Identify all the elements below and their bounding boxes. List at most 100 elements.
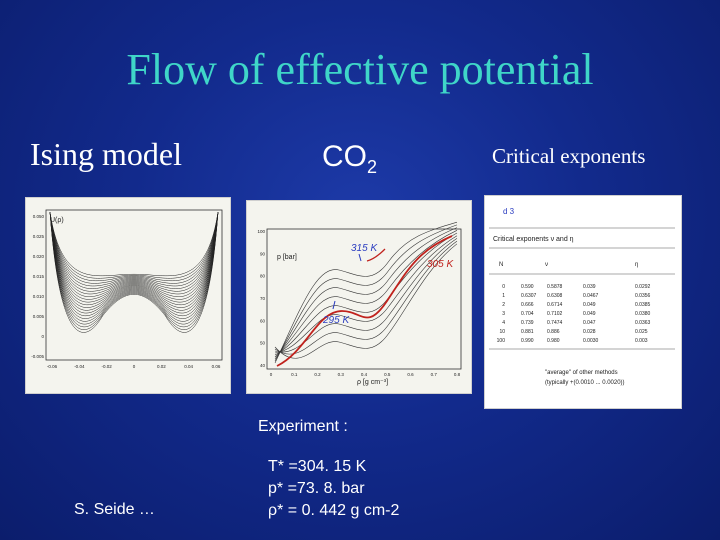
co2-isotherm <box>274 243 458 359</box>
ising-plot: U(ρ) 0.0500.0250.0200.0150.0100.0050-0.0… <box>31 209 223 369</box>
table-cell: 0.590 <box>521 284 534 290</box>
table-cell: 0.704 <box>521 311 534 317</box>
table-cell: 0.0467 <box>583 293 599 299</box>
co2-curves <box>274 221 458 364</box>
annotation-295k: 295 K <box>322 315 350 326</box>
table-cell: 0.666 <box>521 302 534 308</box>
table-cell: 0.0380 <box>635 311 651 317</box>
co2-isotherm <box>274 240 458 355</box>
table-footnote-2: (typically +(0.0010 ... 0.0020)) <box>545 380 625 386</box>
co2-isotherm <box>274 235 458 354</box>
co2-plot-frame <box>266 228 462 370</box>
co2-x-axis-label: ρ [g cm⁻³] <box>357 379 388 386</box>
co2-y-tick: 60 <box>260 318 266 323</box>
ising-potential-curve <box>49 211 219 322</box>
table-cell: 0.0030 <box>583 338 599 344</box>
co2-isotherm <box>274 238 458 353</box>
ising-potential-curve <box>49 211 219 284</box>
ising-potential-curve <box>49 211 219 333</box>
ising-y-tick: 0.025 <box>33 234 45 239</box>
ising-x-tick: 0.06 <box>212 364 221 369</box>
co2-x-tick: 0.4 <box>361 372 368 377</box>
co2-x-tick: 0.6 <box>407 372 414 377</box>
ising-y-tick: -0.005 <box>31 354 44 359</box>
co2-x-tick: 0.2 <box>314 372 321 377</box>
table-body: 0 0.590 0.5878 0.039 0.0292 1 0.6307 0.6308 0.04… <box>497 284 651 344</box>
ising-x-tick: -0.02 <box>102 364 113 369</box>
table-cell: 0.990 <box>521 338 534 344</box>
table-cell: 0.028 <box>583 329 596 335</box>
co2-y-tick: 90 <box>260 251 266 256</box>
table-cell: 0.003 <box>635 338 648 344</box>
ising-potential-curve <box>49 211 219 308</box>
co2-x-tick: 0.3 <box>338 372 345 377</box>
critical-exponents-label: Critical exponents <box>492 144 646 168</box>
table-cell: 0.881 <box>521 329 534 335</box>
co2-subscript: 2 <box>367 157 378 177</box>
ising-curves <box>49 211 219 333</box>
co2-text: CO <box>322 140 367 173</box>
co2-y-tick: 70 <box>260 296 266 301</box>
table-cell: 0.7474 <box>547 320 563 326</box>
table-cell: 0.049 <box>583 302 596 308</box>
ising-y-axis-label: U(ρ) <box>50 217 64 224</box>
co2-x-ticks: 0 0.1 0.2 0.3 0.4 0.5 0.6 0.7 0.8 <box>270 372 461 377</box>
ising-x-tick: 0.02 <box>157 364 166 369</box>
ising-potential-curve <box>49 211 219 289</box>
table-column-header: N <box>499 262 503 268</box>
ising-y-tick: 0.005 <box>33 314 45 319</box>
co2-y-ticks: 100 90 80 70 60 50 40 <box>257 229 265 368</box>
table-cell: 0.0292 <box>635 284 651 290</box>
table-cell: 0.025 <box>635 329 648 335</box>
co2-y-tick: 80 <box>260 274 266 279</box>
table-cell: 0.047 <box>583 320 596 326</box>
ising-potential-curve <box>49 211 219 330</box>
ising-potential-curve <box>49 211 219 292</box>
experiment-density: ρ* = 0. 442 g cm-2 <box>268 502 400 519</box>
table-cell: 10 <box>499 329 505 335</box>
table-cell: 0.049 <box>583 311 596 317</box>
ising-y-tick: 0.015 <box>33 274 45 279</box>
ising-x-ticks: -0.06 -0.04 -0.02 0 0.02 0.04 0.06 <box>47 364 221 369</box>
co2-x-tick: 0.7 <box>431 372 438 377</box>
table-cell: 0.886 <box>547 329 560 335</box>
experiment-temperature: T* =304. 15 K <box>268 458 367 475</box>
ising-y-ticks: 0.050 0.025 0.020 0.015 0.010 0.005 0 -0.005 <box>31 214 44 359</box>
table-cell: 1 <box>502 293 505 299</box>
slide-title: Flow of effective potential <box>126 45 594 94</box>
ising-potential-curve <box>49 211 219 300</box>
co2-x-tick: 0.8 <box>454 372 461 377</box>
co2-y-tick: 100 <box>257 229 265 234</box>
ising-potential-curve <box>49 211 219 328</box>
ising-potential-curve <box>49 211 219 314</box>
co2-critical-isotherm <box>276 235 453 367</box>
co2-isotherm <box>274 232 458 356</box>
ising-potential-curve <box>49 211 219 279</box>
table-cell: 0.6308 <box>547 293 563 299</box>
ising-potential-curve <box>49 211 219 297</box>
table-cell: 3 <box>502 311 505 317</box>
ising-potential-figure: U(ρ) 0.050 0.025 0.020 0.015 0.010 0.005 0 -0.0… <box>25 197 231 394</box>
table-cell: 0 <box>502 284 505 290</box>
table-cell: 0.6714 <box>547 302 563 308</box>
ising-x-tick: 0 <box>133 364 136 369</box>
table-cell: 0.0363 <box>635 320 651 326</box>
ising-potential-curve <box>49 211 219 295</box>
table-column-header: ν <box>545 262 548 268</box>
co2-label: CO2 <box>322 140 377 178</box>
annotation-305k: 305 K <box>427 259 454 270</box>
ising-potential-curve <box>49 211 219 319</box>
co2-isotherm-figure: p [bar] ρ [g cm⁻³] 100 90 80 70 60 50 40 0 0.1 0… <box>246 200 472 394</box>
ising-x-tick: -0.06 <box>47 364 58 369</box>
experiment-pressure: p* =73. 8. bar <box>268 480 365 497</box>
ising-model-label: Ising model <box>30 136 182 172</box>
experiment-heading: Experiment : <box>258 418 348 435</box>
table-cell: 0.7102 <box>547 311 563 317</box>
annotation-315k-arrow <box>358 253 362 262</box>
ising-y-tick: 0.010 <box>33 294 45 299</box>
ising-potential-curve <box>49 211 219 311</box>
